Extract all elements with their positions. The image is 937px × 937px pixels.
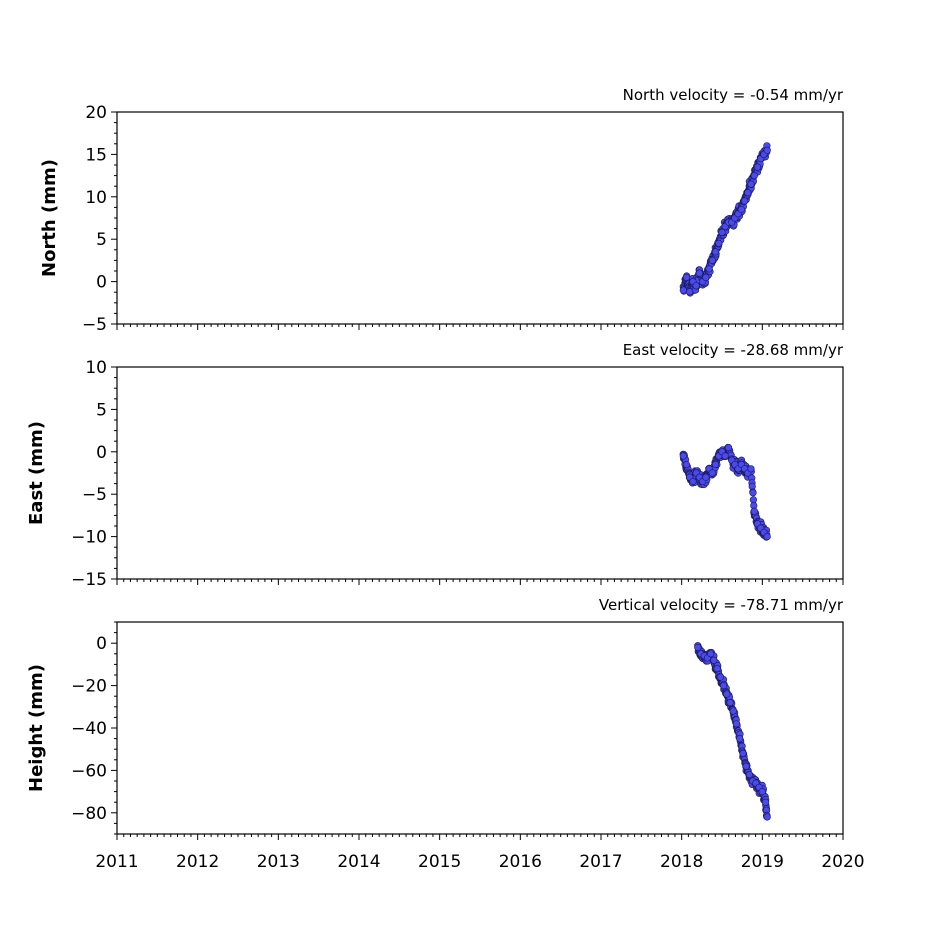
x-tick-label: 2011	[95, 852, 138, 872]
north-y-axis-label: North (mm)	[39, 159, 60, 277]
east-y-tick-label: 10	[85, 358, 107, 378]
east-velocity-title: East velocity = -28.68 mm/yr	[623, 341, 844, 359]
east-data-point	[750, 507, 758, 515]
north-data-point	[682, 273, 691, 282]
north-data-point	[711, 248, 720, 256]
north-y-ticks: −5 0 5 10 15 20	[82, 103, 117, 335]
north-data-point	[705, 265, 713, 273]
north-data-point	[750, 172, 758, 180]
x-tick-label: 2012	[176, 852, 219, 872]
height-y-ticks: −80 −60 −40 −20 0	[71, 621, 117, 835]
x-tick-label: 2015	[418, 852, 461, 872]
height-data-point	[763, 813, 771, 821]
east-data-point	[711, 460, 720, 469]
east-panel: East velocity = -28.68 mm/yr East (mm) −…	[26, 341, 844, 590]
east-y-tick-label: −5	[82, 485, 107, 505]
east-y-ticks: −15 −10 −5 0 5 10	[71, 358, 117, 590]
height-data-point	[713, 664, 721, 673]
north-velocity-title: North velocity = -0.54 mm/yr	[623, 86, 844, 104]
height-data-point	[745, 770, 754, 779]
height-panel: Vertical velocity = -78.71 mm/yr Height …	[26, 596, 844, 840]
east-data-point	[721, 452, 729, 460]
height-data-point	[716, 673, 725, 681]
east-data-point	[763, 532, 771, 541]
vertical-velocity-title: Vertical velocity = -78.71 mm/yr	[599, 596, 844, 614]
north-data-point	[702, 273, 710, 282]
height-y-tick-label: −60	[71, 761, 107, 781]
height-data-point	[761, 798, 770, 806]
height-x-ticks	[116, 834, 844, 840]
east-data-point	[702, 473, 710, 481]
east-x-ticks	[116, 579, 844, 585]
height-data-points	[694, 642, 771, 821]
height-y-tick-label: −80	[71, 804, 107, 824]
east-y-axis-label: East (mm)	[26, 421, 47, 525]
height-data-point	[694, 643, 702, 652]
east-data-point	[747, 465, 755, 473]
east-y-tick-label: 5	[96, 400, 107, 420]
x-tick-label: 2017	[579, 852, 622, 872]
x-tick-label: 2013	[257, 852, 300, 872]
height-data-point	[726, 698, 734, 707]
x-tick-label: 2016	[499, 852, 542, 872]
north-y-tick-label: 5	[96, 230, 107, 250]
height-data-point	[742, 762, 750, 770]
height-data-point	[729, 707, 737, 715]
north-data-point	[708, 256, 716, 265]
north-data-point	[740, 197, 749, 205]
height-y-axis-label: Height (mm)	[26, 664, 47, 792]
x-tick-label: 2020	[821, 852, 864, 872]
height-y-tick-label: −40	[71, 719, 107, 739]
height-data-point	[707, 650, 715, 658]
east-data-point	[682, 460, 691, 469]
east-data-point	[724, 444, 733, 452]
north-data-point	[744, 189, 752, 197]
height-data-point	[736, 734, 744, 743]
x-axis-tick-labels: 2011 2012 2013 2014 2015 2016 2017 2018 2019 2020	[95, 852, 864, 872]
east-data-points	[679, 443, 771, 541]
north-x-ticks	[116, 324, 844, 330]
north-data-point	[715, 239, 723, 247]
east-data-point	[708, 469, 716, 477]
x-tick-label: 2018	[660, 852, 703, 872]
east-y-tick-label: −15	[71, 570, 107, 590]
north-data-point	[763, 146, 771, 154]
north-data-point	[737, 205, 746, 214]
east-data-point	[679, 452, 687, 460]
height-y-tick-label: 0	[96, 634, 107, 654]
height-data-point	[732, 720, 741, 728]
north-y-tick-label: 0	[96, 273, 107, 293]
north-y-tick-label: 10	[85, 188, 107, 208]
east-y-tick-label: −10	[71, 528, 107, 548]
north-panel: North velocity = -0.54 mm/yr North (mm) …	[39, 86, 844, 335]
height-data-point	[758, 787, 766, 796]
x-tick-label: 2014	[337, 852, 380, 872]
height-data-point	[719, 681, 728, 690]
east-y-tick-label: 0	[96, 443, 107, 463]
north-data-point	[695, 269, 704, 277]
north-y-tick-label: 15	[85, 145, 107, 165]
north-y-tick-label: 20	[85, 103, 107, 123]
east-data-point	[749, 489, 757, 497]
east-data-point	[689, 477, 697, 486]
x-tick-label: 2019	[741, 852, 784, 872]
height-data-point	[710, 656, 718, 664]
height-y-tick-label: −20	[71, 677, 107, 697]
north-data-points	[679, 142, 771, 297]
north-data-point	[692, 282, 700, 290]
north-data-point	[679, 286, 687, 294]
north-data-point	[753, 163, 762, 171]
north-y-tick-label: −5	[82, 315, 107, 335]
height-data-point	[723, 690, 731, 698]
north-data-point	[686, 288, 694, 296]
north-data-point	[718, 228, 726, 236]
north-data-point	[747, 180, 755, 188]
height-data-point	[739, 749, 747, 758]
